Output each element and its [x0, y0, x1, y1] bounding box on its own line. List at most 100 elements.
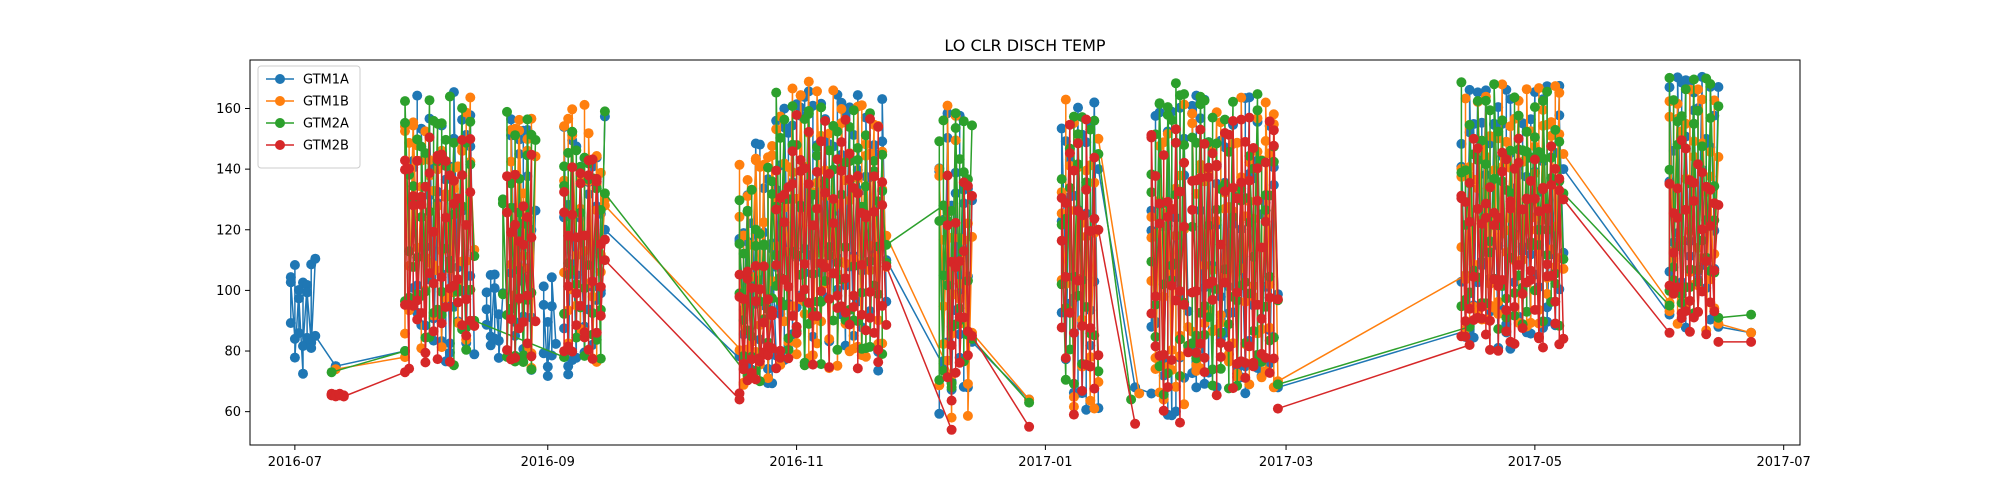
data-point [310, 253, 321, 264]
legend: GTM1A GTM1B GTM2A GTM2B [257, 65, 361, 169]
data-point [1223, 341, 1234, 351]
data-point [1207, 276, 1218, 287]
data-point [1521, 194, 1532, 205]
data-point [1024, 397, 1035, 408]
data-point [1199, 378, 1210, 389]
data-point [1493, 102, 1504, 113]
data-point [510, 130, 521, 141]
data-point [946, 412, 957, 423]
data-point [400, 117, 410, 128]
data-point [771, 87, 782, 98]
data-point [559, 187, 570, 197]
data-point [502, 345, 512, 355]
data-point [1521, 126, 1532, 137]
data-point [1077, 321, 1088, 331]
data-point [950, 367, 961, 378]
data-point [1236, 92, 1247, 103]
data-point [1705, 113, 1716, 123]
data-point [1529, 154, 1540, 165]
data-point [844, 174, 855, 185]
data-point [1191, 347, 1202, 358]
data-point [420, 181, 431, 192]
data-point [510, 219, 521, 230]
data-point [1252, 195, 1263, 206]
data-point [1170, 124, 1181, 135]
data-point [1166, 280, 1177, 291]
legend-label: GTM2B [303, 139, 349, 154]
data-point [465, 92, 476, 103]
data-point [750, 240, 761, 251]
data-point [1485, 315, 1495, 326]
data-point [1480, 95, 1491, 106]
data-point [742, 175, 753, 185]
data-point [816, 296, 827, 307]
data-point [962, 378, 973, 389]
data-point [1550, 318, 1561, 329]
data-point [779, 217, 790, 228]
data-point [1056, 235, 1067, 246]
data-point [481, 287, 492, 298]
data-point [518, 317, 529, 327]
legend-marker [275, 74, 285, 84]
data-point [1464, 340, 1475, 350]
x-tick-label: 2016-09 [521, 455, 575, 470]
data-point [1085, 361, 1096, 372]
data-point [424, 132, 435, 143]
data-point [1460, 165, 1471, 176]
legend-label: GTM1A [303, 73, 349, 88]
data-point [579, 99, 590, 110]
data-point [550, 338, 561, 349]
data-point [1546, 270, 1557, 281]
data-point [1240, 388, 1251, 399]
series-connector [1097, 138, 1140, 394]
y-tick-label: 100 [216, 284, 241, 299]
data-point [869, 327, 880, 338]
data-point [1542, 203, 1553, 214]
data-point [1170, 137, 1181, 148]
data-point [416, 308, 427, 318]
data-point [1521, 306, 1532, 317]
data-point [1529, 132, 1540, 143]
data-point [591, 334, 602, 345]
data-point [799, 259, 810, 269]
data-point [836, 137, 847, 148]
data-point [587, 276, 598, 287]
data-point [1460, 316, 1471, 327]
data-point [1219, 277, 1230, 288]
data-point [526, 232, 537, 243]
data-point [942, 100, 953, 111]
data-point [1713, 336, 1724, 347]
data-point [400, 346, 410, 356]
data-point [542, 317, 553, 327]
data-point [1244, 92, 1255, 103]
data-point [1513, 133, 1524, 144]
data-point [338, 390, 349, 401]
data-point [852, 188, 863, 199]
data-point [856, 309, 867, 320]
data-point [787, 310, 798, 321]
data-point [1085, 124, 1096, 135]
legend-marker [275, 96, 285, 106]
data-point [461, 220, 472, 230]
x-tick-label: 2017-03 [1259, 455, 1313, 470]
data-point [1525, 274, 1536, 285]
data-point [799, 357, 810, 368]
data-point [1260, 216, 1271, 227]
data-point [767, 306, 778, 316]
data-point [1166, 115, 1177, 126]
data-point [1464, 177, 1475, 188]
data-point [1480, 159, 1491, 170]
data-point [1480, 212, 1491, 223]
data-point [783, 281, 794, 292]
data-point [873, 365, 884, 376]
data-point [400, 328, 410, 339]
data-point [461, 344, 472, 355]
data-point [1260, 136, 1271, 146]
data-point [1472, 87, 1483, 98]
data-point [750, 374, 761, 385]
data-point [1228, 116, 1238, 126]
data-point [493, 309, 504, 320]
data-point [1199, 138, 1210, 149]
data-point [538, 299, 549, 310]
data-point [1236, 177, 1247, 188]
